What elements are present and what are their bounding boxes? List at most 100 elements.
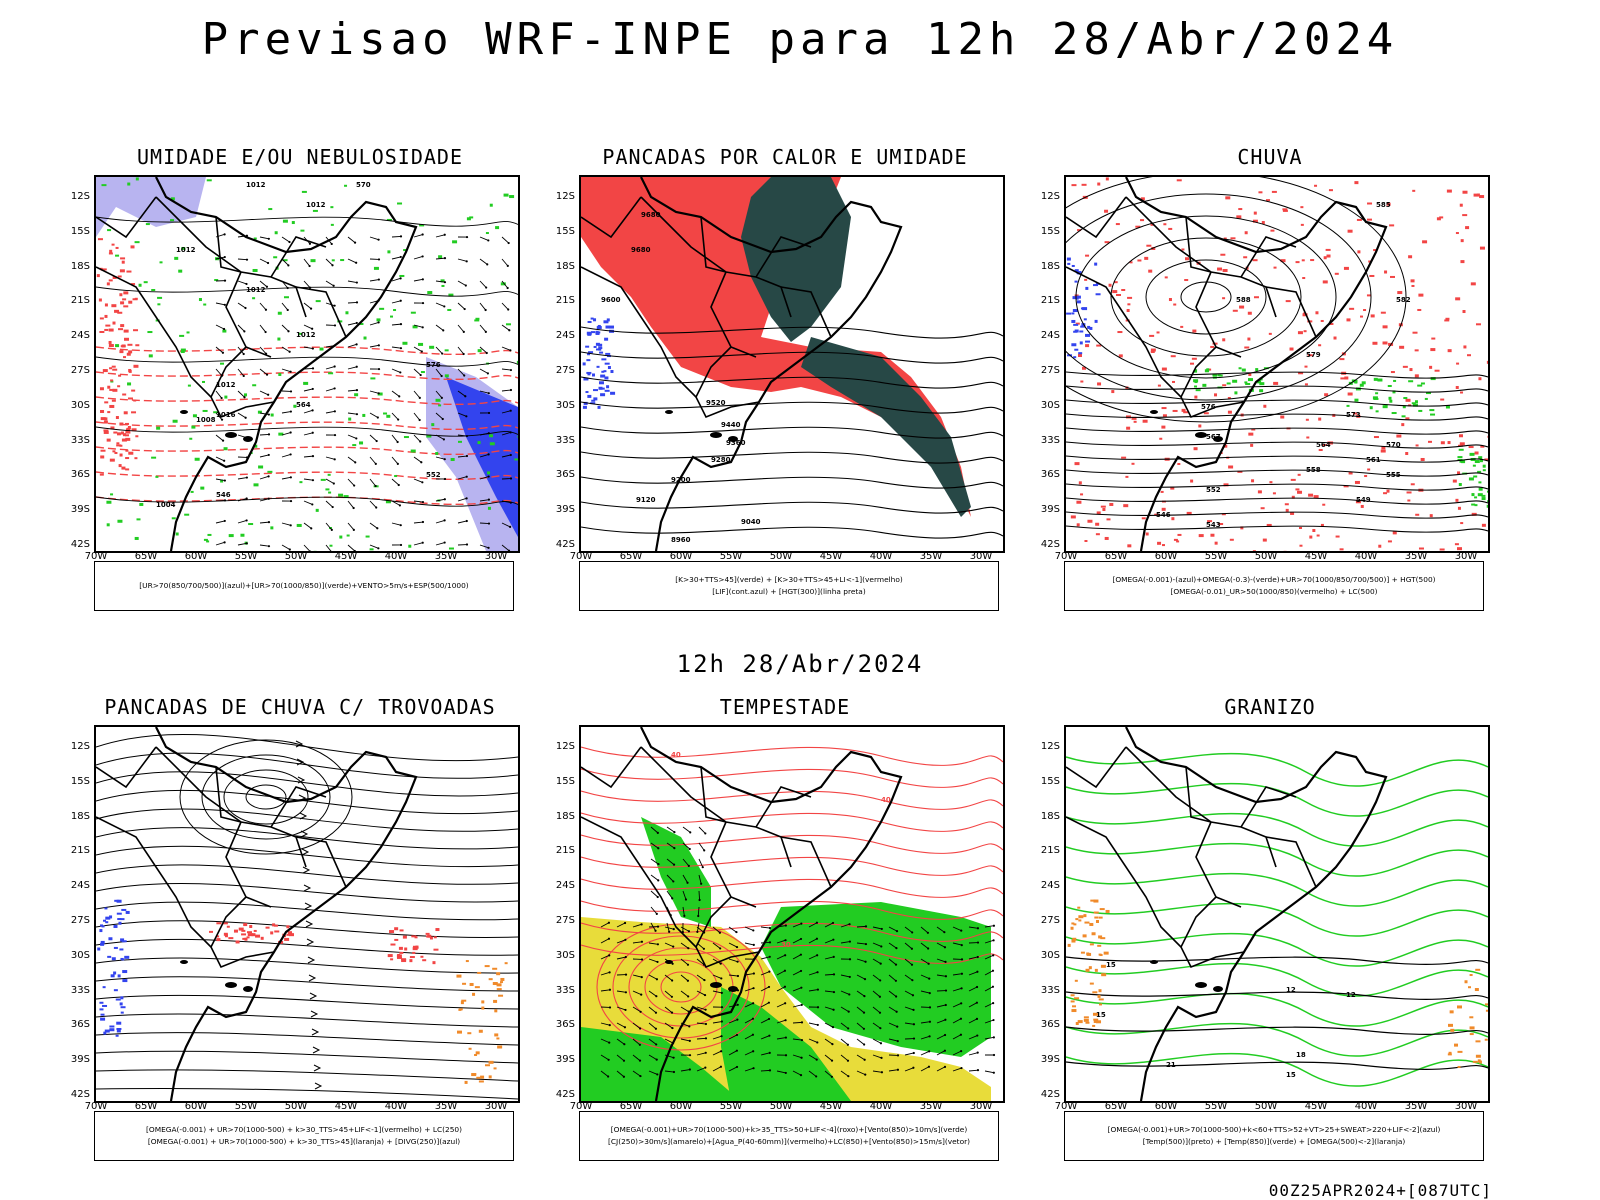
- legend-line: [OMEGA(-0.001) + UR>70(1000-500) + k>30_…: [146, 1125, 462, 1134]
- lat-tick-label: 24S: [1040, 880, 1060, 892]
- wind-vectors: [650, 826, 707, 934]
- lon-tick-label: 70W: [569, 551, 593, 562]
- lon-tick-label: 45W: [1304, 1101, 1328, 1112]
- lat-tick-label: 42S: [1040, 539, 1060, 550]
- lon-tick-label: 40W: [869, 1101, 893, 1112]
- lat-tick-label: 42S: [70, 539, 90, 550]
- svg-text:9440: 9440: [721, 421, 741, 429]
- base-map: [1066, 177, 1388, 551]
- divergence-blue: [97, 899, 130, 1037]
- humidity-red: [96, 238, 140, 476]
- lat-tick-label: 33S: [555, 984, 575, 996]
- svg-text:1012: 1012: [246, 286, 266, 294]
- lat-tick-label: 24S: [70, 880, 90, 892]
- lat-tick-label: 18S: [1040, 260, 1060, 272]
- lon-tick-label: 40W: [384, 1101, 408, 1112]
- svg-text:12: 12: [1346, 991, 1356, 999]
- lon-tick-label: 55W: [234, 551, 258, 562]
- lat-tick-label: 33S: [1040, 434, 1060, 446]
- contour-lines: [96, 216, 518, 507]
- lat-tick-label: 42S: [1040, 1089, 1060, 1100]
- main-title: Previsao WRF-INPE para 12h 28/Abr/2024: [201, 14, 1399, 65]
- lat-tick-label: 36S: [1040, 469, 1060, 481]
- lat-tick-label: 42S: [555, 539, 575, 550]
- rain-blue: [1066, 257, 1101, 359]
- lon-tick-label: 60W: [184, 551, 208, 562]
- svg-text:40: 40: [881, 796, 891, 804]
- lon-tick-label: 50W: [769, 551, 793, 562]
- panel-title: PANCADAS DE CHUVA C/ TROVOADAS: [104, 695, 496, 719]
- lat-tick-label: 33S: [555, 434, 575, 446]
- lat-tick-label: 24S: [555, 880, 575, 892]
- lon-tick-label: 65W: [1104, 1101, 1128, 1112]
- red-instability-area: [581, 177, 971, 517]
- contour-value-labels: 1012 1012 1012 1012 1012 1012 1008 1004 1016 570 5…: [156, 181, 441, 509]
- base-map: [581, 727, 903, 1101]
- lon-tick-label: 35W: [434, 1101, 458, 1112]
- hail-orange: [1067, 899, 1110, 1027]
- lon-tick-label: 55W: [1204, 551, 1228, 562]
- base-map: [96, 727, 418, 1101]
- svg-text:546: 546: [216, 491, 231, 499]
- lat-tick-label: 18S: [555, 260, 575, 272]
- lon-tick-label: 30W: [1454, 1101, 1478, 1112]
- lat-tick-label: 36S: [555, 469, 575, 481]
- lon-tick-label: 30W: [484, 1101, 508, 1112]
- svg-text:570: 570: [1386, 441, 1401, 449]
- lon-tick-label: 60W: [1154, 551, 1178, 562]
- lat-tick-label: 18S: [555, 810, 575, 822]
- svg-text:582: 582: [1396, 296, 1411, 304]
- svg-text:552: 552: [1206, 486, 1221, 494]
- lat-tick-label: 15S: [1040, 225, 1060, 237]
- lat-tick-label: 33S: [1040, 984, 1060, 996]
- svg-text:1012: 1012: [246, 181, 266, 189]
- base-map: [581, 177, 903, 551]
- legend-line: [LIF](cont.azul) + [HGT(300)](linha pret…: [712, 587, 866, 596]
- panel-tempestade: TEMPESTADE 40 40 30 [OMEGA(-0.001)+UR>70(1…: [535, 695, 1035, 1185]
- svg-text:588: 588: [1236, 296, 1251, 304]
- svg-text:9040: 9040: [741, 518, 761, 526]
- lat-tick-label: 12S: [555, 191, 575, 202]
- panel-legend: [UR>70(850/700/500)](azul)+[UR>70(1000/8…: [94, 561, 514, 611]
- lat-tick-label: 30S: [70, 399, 90, 411]
- svg-text:1012: 1012: [306, 201, 326, 209]
- svg-text:15: 15: [1096, 1011, 1106, 1019]
- svg-text:564: 564: [296, 401, 311, 409]
- lon-tick-label: 30W: [969, 1101, 993, 1112]
- lon-tick-label: 40W: [384, 551, 408, 562]
- forecast-time-subtitle: 12h 28/Abr/2024: [676, 650, 924, 678]
- svg-text:1012: 1012: [176, 246, 196, 254]
- lat-tick-label: 21S: [555, 845, 575, 857]
- lon-tick-label: 50W: [284, 551, 308, 562]
- teal-instability-area: [741, 177, 971, 517]
- lat-tick-label: 12S: [1040, 191, 1060, 202]
- lat-tick-label: 21S: [70, 845, 90, 857]
- lon-tick-label: 30W: [969, 551, 993, 562]
- lat-tick-label: 39S: [555, 504, 575, 516]
- hail-orange-east: [1447, 968, 1488, 1068]
- lat-tick-label: 42S: [70, 1089, 90, 1100]
- lat-tick-label: 39S: [555, 1054, 575, 1066]
- map-canvas: 1012 1012 1012 1012 1012 1012 1008 1004 1016 570 5…: [96, 177, 518, 551]
- lon-tick-label: 30W: [484, 551, 508, 562]
- contour-value-labels: 588 585 582 579 576 573 570 567 564 561 558 555 552 5…: [1156, 201, 1411, 529]
- run-info-footer: 00Z25APR2024+[087UTC]: [1268, 1181, 1492, 1200]
- lat-tick-label: 30S: [1040, 399, 1060, 411]
- lat-tick-label: 33S: [70, 984, 90, 996]
- wind-vectors: [600, 921, 996, 1078]
- svg-text:543: 543: [1206, 521, 1221, 529]
- rain-green-edge: [1457, 448, 1488, 508]
- lat-tick-label: 27S: [70, 915, 90, 926]
- legend-line: [OMEGA(-0.001)+UR>70(1000-500)+k<60+TTS>…: [1107, 1125, 1441, 1134]
- lon-tick-label: 70W: [1054, 551, 1078, 562]
- lon-tick-label: 65W: [1104, 551, 1128, 562]
- svg-text:546: 546: [1156, 511, 1171, 519]
- lat-tick-label: 24S: [1040, 330, 1060, 342]
- panel-title: PANCADAS POR CALOR E UMIDADE: [602, 145, 968, 169]
- lon-tick-label: 50W: [284, 1101, 308, 1112]
- svg-text:9360: 9360: [726, 439, 746, 447]
- svg-text:561: 561: [1366, 456, 1381, 464]
- lon-tick-label: 55W: [1204, 1101, 1228, 1112]
- streamlines: [96, 733, 518, 1100]
- contour-value-labels: 9680 9680 9600 9520 9440 9360 9280 9200 9120 9040…: [601, 211, 761, 544]
